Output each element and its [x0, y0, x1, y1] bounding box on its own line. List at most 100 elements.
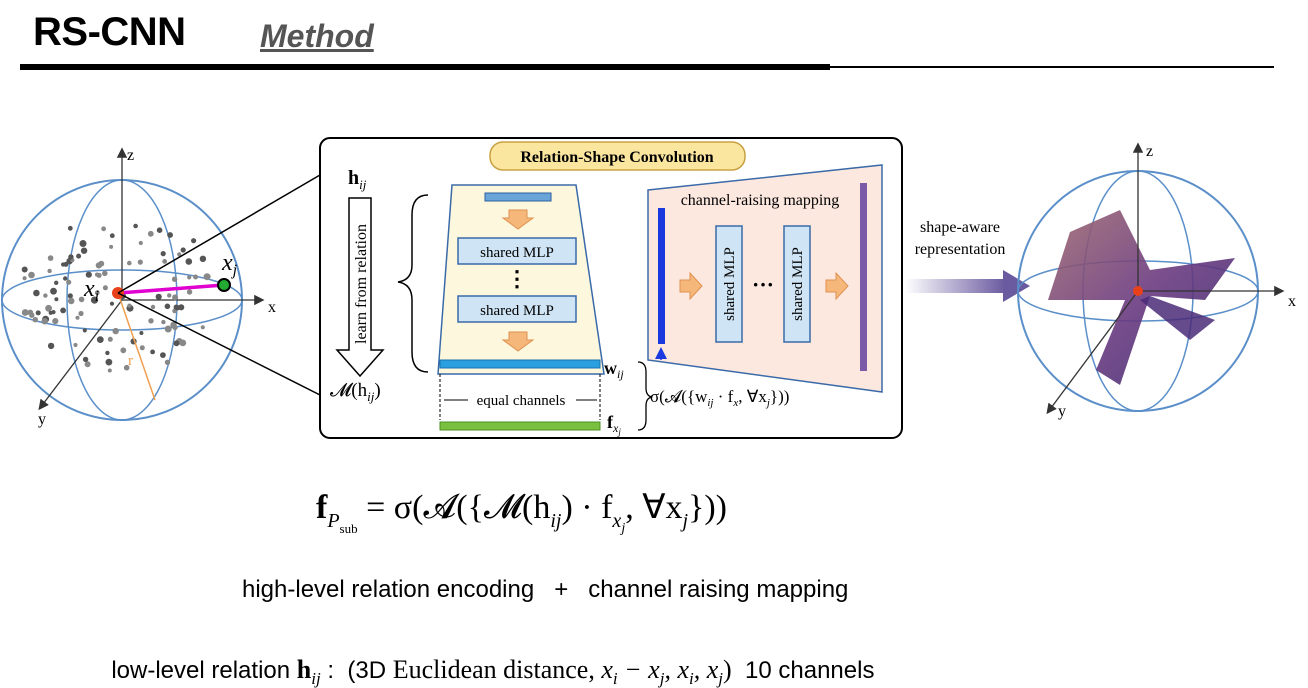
cloud-point [61, 262, 66, 267]
f-bar [439, 421, 601, 431]
cloud-point [164, 303, 171, 310]
small-brace [637, 361, 653, 431]
radius-label: r [128, 353, 133, 369]
low-level-relation-line: low-level relation hij : (3D Euclidean d… [111, 655, 875, 688]
cloud-point [107, 368, 112, 373]
cloud-point [67, 297, 75, 305]
cloud-point [101, 226, 106, 232]
y-axis [1046, 290, 1139, 415]
input-bar [484, 192, 552, 202]
cloud-point [177, 252, 182, 257]
x-axis-label: x [268, 299, 276, 316]
shared-mlp-2-label: shared MLP [480, 303, 554, 319]
cloud-point [139, 331, 144, 335]
cloud-point [127, 260, 132, 266]
slide-title: RS-CNN [33, 10, 186, 54]
cloud-point [78, 296, 85, 303]
cloud-point [139, 345, 145, 351]
cloud-point [133, 223, 138, 229]
cloud-point [123, 364, 130, 371]
cloud-point [150, 304, 156, 310]
cloud-point [52, 318, 59, 325]
shape-aware-arrow: shape-aware representation [905, 219, 1030, 302]
cloud-point [102, 285, 108, 291]
relation-shape-conv-box: Relation-Shape Convolution hij learn fro… [319, 137, 903, 439]
cloud-point [29, 312, 35, 318]
slide-subtitle: Method [260, 18, 374, 54]
cloud-point [67, 293, 73, 299]
cloud-point [186, 289, 193, 295]
cloud-point [112, 327, 119, 335]
cloud-point [105, 350, 110, 356]
crm-arrow-1 [679, 271, 703, 301]
cloud-point [107, 336, 113, 342]
y-axis [38, 299, 123, 411]
encoding-summary: high-level relation encoding + channel r… [242, 576, 849, 603]
relation-line [117, 283, 225, 295]
cloud-point [138, 240, 143, 246]
cloud-point [79, 240, 87, 247]
cloud-point [147, 230, 154, 237]
conv-header-label: Relation-Shape Convolution [520, 149, 713, 166]
cloud-point [35, 310, 41, 316]
connector-top [117, 174, 321, 294]
cloud-point [109, 233, 115, 239]
main-formula: fPsub = σ(𝓐({𝓜(hij) · fxj, ∀xj})) [316, 489, 727, 536]
cloud-point [162, 259, 168, 264]
cloud-point [167, 293, 172, 298]
cloud-point [156, 227, 163, 233]
cloud-point [85, 271, 92, 278]
shape-aware-line1: shape-aware [920, 219, 1000, 236]
mlp-trapezoid [437, 184, 605, 375]
cloud-point [120, 347, 127, 354]
cloud-point [22, 276, 27, 281]
cloud-point [94, 290, 100, 296]
neighbor-point [217, 278, 231, 292]
cloud-point [60, 307, 66, 314]
h-ij-label: hij [348, 167, 367, 192]
rs-conv-diagram: z x y r xi xj Relation-Shape Convolution… [1, 137, 1296, 439]
cloud-point [155, 293, 162, 300]
cloud-point [82, 328, 87, 333]
w-bar [439, 359, 601, 369]
x-axis-label: x [1288, 293, 1296, 310]
y-axis-label: y [1058, 403, 1066, 420]
right-sphere: z x y [1017, 142, 1296, 420]
cloud-point [84, 361, 91, 368]
cloud-point [82, 356, 89, 363]
cloud-point [76, 253, 82, 259]
point-i-label: xi [83, 276, 99, 305]
cloud-point [148, 318, 154, 324]
crm-output-bar [860, 183, 867, 371]
cloud-point [45, 304, 52, 312]
cloud-point [170, 321, 177, 329]
title-rule-thin [830, 66, 1274, 68]
cloud-point [21, 309, 29, 316]
cloud-point [167, 232, 174, 238]
learn-arrow [335, 197, 385, 378]
cloud-point [66, 279, 72, 285]
cloud-point [109, 244, 114, 249]
cloud-point [75, 315, 80, 320]
cloud-point [161, 319, 166, 325]
cloud-point [191, 238, 197, 244]
down-arrow-2 [501, 331, 535, 352]
z-axis-label: z [1146, 143, 1153, 160]
cloud-point [33, 289, 40, 297]
learned-shape [1048, 210, 1235, 385]
cloud-point [200, 325, 205, 330]
cloud-point [47, 342, 55, 350]
cloud-point [48, 310, 53, 315]
cloud-point [173, 304, 179, 310]
crm-trapezoid [647, 164, 883, 393]
cloud-point [50, 287, 57, 295]
cloud-point [172, 294, 179, 301]
cloud-point [160, 251, 166, 257]
cloud-point [62, 276, 68, 281]
cloud-point [150, 349, 156, 355]
crm-mlp-1 [715, 225, 743, 343]
cloud-point [109, 301, 115, 306]
cloud-point [173, 340, 180, 347]
cloud-point [180, 247, 186, 253]
title-rule-thick [20, 64, 830, 70]
